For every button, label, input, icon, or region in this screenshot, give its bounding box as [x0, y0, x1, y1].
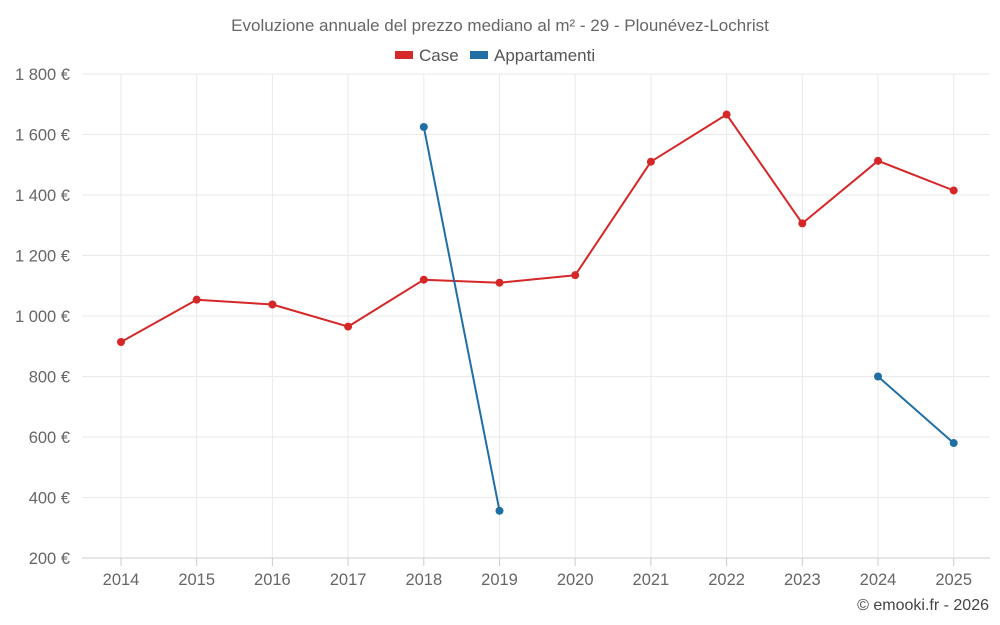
legend-label-appartamenti: Appartamenti: [494, 46, 595, 65]
data-point-case-2016[interactable]: [268, 300, 277, 309]
data-point-case-2023[interactable]: [798, 219, 807, 228]
data-point-appartamenti-2018[interactable]: [419, 122, 428, 131]
x-tick-label: 2016: [254, 571, 291, 589]
data-point-case-2025[interactable]: [949, 186, 958, 195]
y-tick-label: 400 €: [29, 490, 70, 508]
y-tick-label: 1 600 €: [15, 127, 70, 145]
series-line-appartamenti: [877, 375, 955, 445]
x-tick-label: 2018: [405, 571, 442, 589]
x-tick-label: 2021: [633, 571, 670, 589]
series-line-appartamenti: [422, 125, 501, 512]
x-tick-label: 2017: [330, 571, 367, 589]
y-tick-label: 800 €: [29, 369, 70, 387]
y-tick-label: 600 €: [29, 429, 70, 447]
legend-swatch-case: [395, 51, 413, 59]
data-point-appartamenti-2024[interactable]: [874, 372, 882, 381]
data-point-appartamenti-2025[interactable]: [949, 439, 958, 448]
x-tick-label: 2025: [935, 571, 972, 589]
y-tick-label: 1 000 €: [15, 308, 70, 326]
series-appartamenti: [419, 122, 958, 515]
x-tick-label: 2014: [103, 571, 140, 589]
data-point-case-2021[interactable]: [646, 157, 655, 166]
x-tick-label: 2015: [178, 571, 215, 589]
legend: Case Appartamenti: [395, 46, 595, 65]
data-point-case-2017[interactable]: [344, 322, 353, 331]
data-point-case-2018[interactable]: [419, 275, 428, 284]
data-point-case-2015[interactable]: [192, 295, 201, 304]
y-tick-label: 1 200 €: [15, 248, 70, 266]
credit-text: © emooki.fr - 2026: [857, 597, 989, 614]
series-line-case: [120, 113, 955, 343]
x-tick-label: 2023: [784, 571, 821, 589]
x-tick-label: 2019: [481, 571, 518, 589]
data-point-case-2019[interactable]: [495, 278, 504, 287]
axes: [82, 557, 990, 566]
x-axis-ticks: 2014 2015 2016 2017 2018 2019 2020 2021 2022 2023…: [103, 571, 972, 589]
legend-label-case: Case: [419, 46, 459, 65]
x-tick-label: 2022: [708, 571, 745, 589]
y-axis-ticks: 200 € 400 € 600 € 800 € 1 000 € 1 200 € 1 400 …: [15, 66, 70, 568]
data-point-case-2020[interactable]: [571, 271, 580, 280]
data-point-case-2022[interactable]: [722, 110, 731, 119]
data-point-case-2024[interactable]: [874, 156, 882, 165]
y-tick-label: 200 €: [29, 550, 70, 568]
y-tick-label: 1 400 €: [15, 187, 70, 205]
series-layer: [117, 110, 958, 515]
y-tick-label: 1 800 €: [15, 66, 70, 84]
chart-title: Evoluzione annuale del prezzo mediano al…: [231, 16, 769, 35]
data-point-case-2014[interactable]: [117, 338, 125, 347]
x-tick-label: 2024: [860, 571, 897, 589]
legend-swatch-appartamenti: [470, 51, 488, 59]
x-tick-label: 2020: [557, 571, 594, 589]
series-case: [117, 110, 958, 347]
data-point-appartamenti-2019[interactable]: [495, 506, 504, 515]
grid: [82, 73, 990, 558]
